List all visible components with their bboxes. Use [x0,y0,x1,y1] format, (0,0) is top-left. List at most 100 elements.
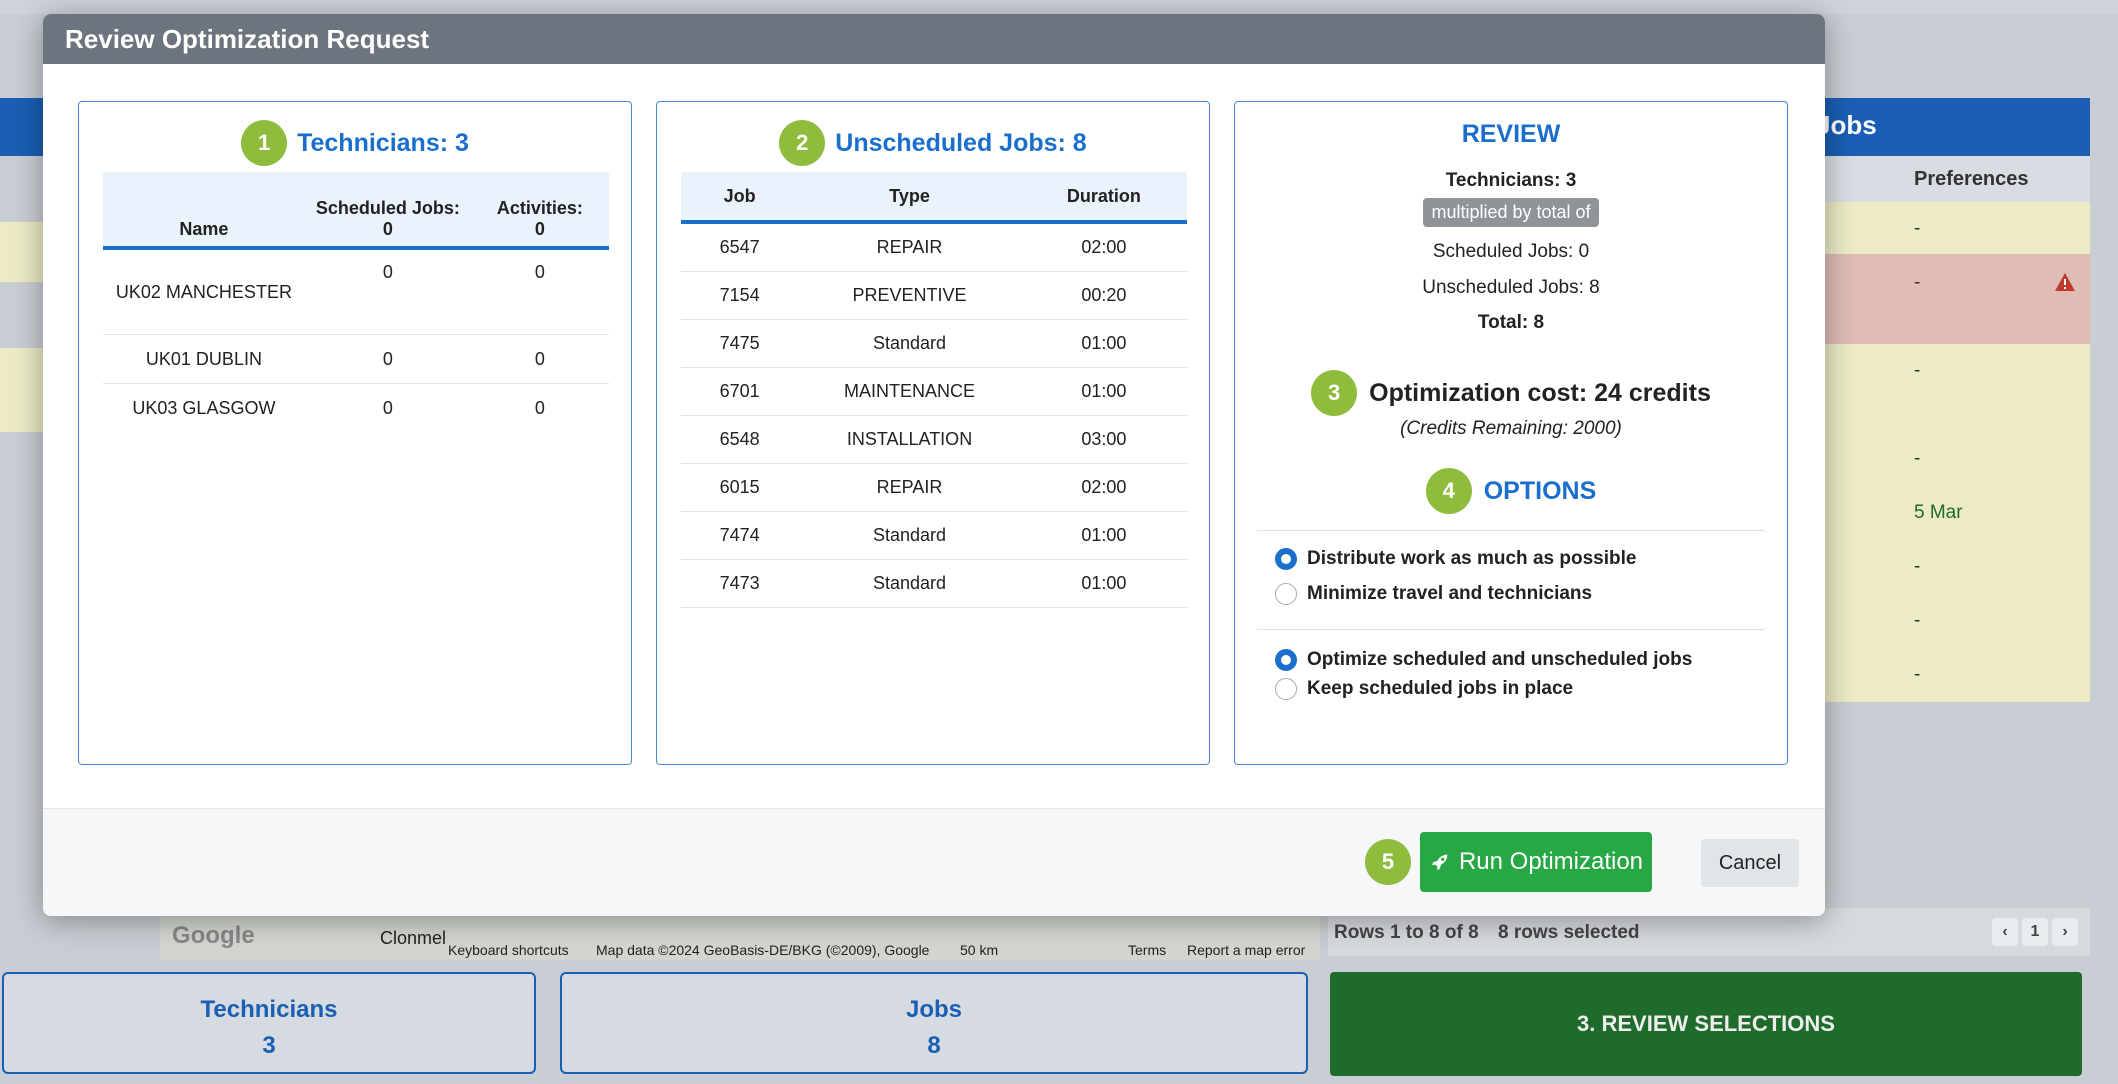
map-scale: 50 km [960,942,999,958]
job-type: PREVENTIVE [798,271,1021,320]
review-unscheduled: Unscheduled Jobs: 8 [1422,277,1600,298]
warning-icon [2055,273,2075,291]
job-job: 7473 [681,559,799,608]
job-duration: 02:00 [1020,463,1187,512]
left-row [0,222,45,282]
review-panel: REVIEW Technicians: 3 multiplied by tota… [1234,101,1788,765]
unscheduled-jobs-panel: 2 Unscheduled Jobs: 8 Job Type Duration … [656,101,1210,765]
modal-footer: 5 Run Optimization Cancel [43,808,1825,916]
options-title-line: 4 OPTIONS [1235,468,1787,514]
job-duration: 01:00 [1020,319,1187,368]
table-row: UK02 MANCHESTER 0 0 [103,248,609,335]
technicians-title: Technicians: 3 [297,128,469,157]
technicians-card[interactable]: Technicians 3 [2,972,536,1074]
table-row: 7474 Standard 01:00 [681,511,1187,560]
technician-name: UK03 GLASGOW [132,397,276,418]
preferences-column-header[interactable]: Preferences [1914,168,2029,190]
technician-scheduled: 0 [304,334,471,384]
jobs-card[interactable]: Jobs 8 [560,972,1308,1074]
modal-title: Review Optimization Request [43,14,1825,64]
column-header-activities: Activities: 0 [470,172,609,250]
review-selections-button[interactable]: 3. REVIEW SELECTIONS [1330,972,2082,1076]
job-job: 6015 [681,463,799,512]
terms-link[interactable]: Terms [1128,942,1167,958]
map-place-label: Clonmel [380,928,447,948]
chevron-right-icon[interactable]: › [2052,918,2078,946]
technicians-panel-title: 1 Technicians: 3 [79,120,631,166]
job-duration: 00:20 [1020,271,1187,320]
job-type: INSTALLATION [798,415,1021,464]
technicians-card-label: Technicians [200,996,338,1023]
option-optimize-all-jobs[interactable]: Optimize scheduled and unscheduled jobs [1275,649,1692,671]
step-badge: 3 [1311,370,1358,416]
jobs-panel-header: Jobs [1790,98,2090,156]
option-label: Distribute work as much as possible [1307,548,1637,569]
radio-unselected[interactable] [1275,678,1297,700]
divider [1257,530,1765,531]
table-row: 7473 Standard 01:00 [681,559,1187,608]
table-row[interactable]: - [1790,344,2090,432]
table-row[interactable]: - [1790,254,2090,344]
divider [1257,629,1765,630]
column-header-job: Job [681,172,799,224]
report-map-error-link[interactable]: Report a map error [1187,942,1306,958]
technicians-table: Name Scheduled Jobs: 0 Activities: 0 UK02 … [103,172,609,432]
step-badge: 5 [1365,839,1411,885]
review-total: Total: 8 [1477,312,1545,333]
chevron-left-icon[interactable]: ‹ [1992,918,2018,946]
table-row[interactable]: - [1790,540,2090,594]
radio-unselected[interactable] [1275,583,1297,605]
jobs-table-header: Preferences [1790,156,2090,202]
job-duration: 03:00 [1020,415,1187,464]
technicians-card-count: 3 [262,1032,276,1059]
selected-info: 8 rows selected [1498,922,1640,943]
multiplied-pill: multiplied by total of [1423,198,1599,227]
job-job: 6548 [681,415,799,464]
option-label: Optimize scheduled and unscheduled jobs [1307,649,1693,670]
table-row: 6701 MAINTENANCE 01:00 [681,367,1187,416]
technicians-panel: 1 Technicians: 3 Name Scheduled Jobs: 0 A… [78,101,632,765]
column-header-scheduled-jobs: Scheduled Jobs: 0 [304,172,471,250]
page-number[interactable]: 1 [2022,918,2048,946]
column-header-type: Type [798,172,1021,224]
job-job: 6547 [681,222,799,272]
job-type: MAINTENANCE [798,367,1021,416]
table-row[interactable]: 5 Mar [1790,486,2090,540]
jobs-card-count: 8 [927,1032,941,1059]
table-row: UK01 DUBLIN 0 0 [103,334,609,384]
left-panel-header [0,98,50,156]
cancel-button[interactable]: Cancel [1701,839,1799,887]
table-row[interactable]: - [1790,594,2090,648]
job-job: 7474 [681,511,799,560]
options-title: OPTIONS [1483,476,1597,505]
job-type: Standard [798,511,1021,560]
option-keep-scheduled[interactable]: Keep scheduled jobs in place [1275,678,1573,700]
option-distribute-work[interactable]: Distribute work as much as possible [1275,548,1636,570]
optimization-cost: Optimization cost: 24 credits [1369,378,1711,407]
option-minimize-travel[interactable]: Minimize travel and technicians [1275,583,1592,605]
step-badge: 1 [241,120,288,166]
table-footer: Rows 1 to 8 of 8 8 rows selected ‹ 1 › [1328,908,2090,956]
column-header-duration: Duration [1020,172,1187,224]
review-technicians: Technicians: 3 [1445,170,1577,191]
table-row: 7154 PREVENTIVE 00:20 [681,271,1187,320]
table-row[interactable]: - [1790,432,2090,486]
table-row: 6015 REPAIR 02:00 [681,463,1187,512]
job-duration: 01:00 [1020,559,1187,608]
option-label: Minimize travel and technicians [1307,583,1593,604]
jobs-panel-title: Jobs [1816,110,1877,140]
table-row[interactable]: - [1790,202,2090,254]
job-duration: 01:00 [1020,367,1187,416]
run-optimization-button[interactable]: Run Optimization [1420,832,1652,892]
technician-activities: 0 [470,334,609,384]
keyboard-shortcuts-link[interactable]: Keyboard shortcuts [448,942,569,958]
job-type: Standard [798,319,1021,368]
cost-line: 3 Optimization cost: 24 credits [1235,370,1787,416]
column-header-name: Name [103,172,305,250]
radio-selected[interactable] [1275,649,1297,671]
table-row: 6547 REPAIR 02:00 [681,222,1187,272]
table-row[interactable]: - [1790,648,2090,702]
radio-selected[interactable] [1275,548,1297,570]
jobs-panel-title: 2 Unscheduled Jobs: 8 [657,120,1209,166]
job-job: 6701 [681,367,799,416]
